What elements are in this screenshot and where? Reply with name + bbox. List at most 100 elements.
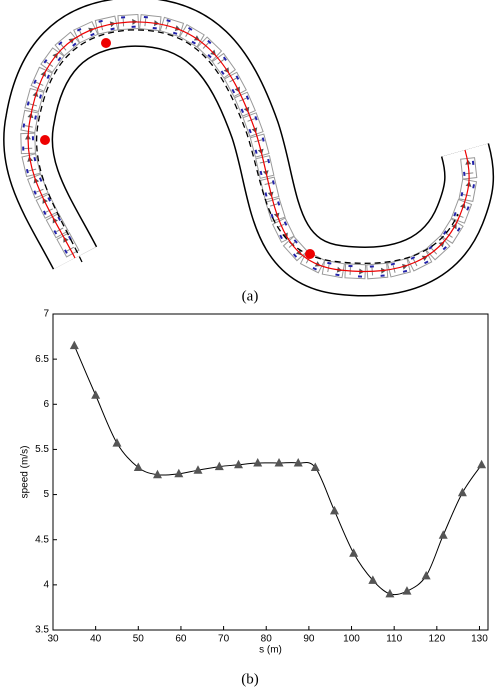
wheel: [25, 168, 29, 174]
wheel: [57, 216, 62, 221]
wheel: [33, 79, 37, 85]
wheel: [152, 26, 157, 30]
wheel: [293, 239, 298, 244]
wheel: [47, 197, 51, 202]
plot-frame: [52, 313, 489, 631]
wheel: [357, 275, 363, 278]
x-tick-label: 50: [133, 634, 145, 645]
x-tick-label: 30: [47, 634, 59, 645]
wheel: [327, 261, 332, 265]
wheel: [369, 265, 374, 268]
data-point: [274, 457, 284, 467]
wheel: [98, 19, 103, 23]
wheel: [261, 137, 265, 142]
heading: [193, 35, 200, 41]
wheel: [191, 40, 196, 45]
wheel: [424, 260, 429, 265]
wheel: [72, 42, 77, 47]
wheel: [472, 184, 475, 189]
data-point: [310, 462, 320, 471]
wheel: [58, 41, 63, 46]
wheel: [90, 32, 95, 37]
wheel: [466, 206, 470, 211]
wheel: [271, 180, 275, 185]
wheel: [259, 170, 263, 176]
road-diagram: [3, 0, 495, 297]
caption: (a): [242, 288, 259, 304]
wheel: [172, 31, 178, 35]
wheel: [240, 108, 245, 114]
wheel: [254, 149, 258, 154]
planned-path: [27, 21, 470, 273]
wheel: [270, 213, 274, 219]
waypoint: [305, 249, 315, 259]
waypoint: [40, 135, 50, 145]
data-point: [253, 457, 263, 467]
data-point: [402, 586, 412, 595]
wheel: [248, 128, 252, 134]
wheel: [460, 192, 464, 197]
wheel: [348, 264, 353, 268]
wheel: [235, 75, 240, 80]
data-point: [293, 457, 303, 467]
y-tick-label: 7: [43, 309, 49, 320]
wheel: [22, 123, 26, 128]
caption: (b): [241, 671, 259, 687]
wheel: [34, 115, 37, 120]
x-tick-label: 80: [261, 634, 273, 645]
wheel: [283, 221, 288, 226]
wheel: [57, 56, 62, 62]
wheel: [131, 25, 136, 28]
data-point: [477, 459, 487, 469]
wheel: [26, 101, 30, 106]
y-axis-label: speed (m/s): [20, 446, 31, 499]
wheel: [38, 94, 42, 99]
wheel: [463, 171, 466, 177]
wheel: [471, 160, 475, 165]
data-point: [91, 390, 101, 399]
y-tick-label: 5: [43, 489, 49, 500]
wheel: [245, 95, 250, 100]
wheel: [110, 27, 115, 31]
wheel: [390, 262, 396, 266]
x-tick-label: 100: [343, 634, 360, 645]
x-tick-label: 90: [303, 634, 315, 645]
data-point: [438, 530, 448, 539]
wheel: [443, 230, 447, 235]
wheel: [442, 246, 447, 251]
wheel: [207, 39, 212, 45]
y-tick-label: 5.5: [35, 444, 49, 455]
wheel: [33, 190, 37, 195]
waypoint: [101, 38, 111, 48]
y-tick-label: 6: [43, 399, 49, 410]
wheel: [188, 27, 193, 31]
wheel: [428, 245, 433, 250]
wheel: [64, 249, 68, 254]
x-axis-label: s (m): [259, 645, 282, 656]
data-point: [112, 438, 122, 447]
data-point: [133, 462, 143, 471]
x-tick-label: 130: [471, 634, 488, 645]
data-point: [421, 570, 431, 580]
wheel: [402, 269, 408, 273]
wheel: [53, 230, 58, 235]
data-point: [385, 588, 395, 598]
x-tick-label: 120: [428, 634, 445, 645]
car-body: [299, 250, 326, 274]
y-tick-label: 3.5: [35, 625, 49, 636]
car-body: [159, 16, 185, 38]
data-point: [368, 575, 378, 584]
wheel: [380, 274, 385, 277]
data-point: [69, 340, 79, 350]
y-tick-label: 6.5: [35, 354, 49, 365]
wheel: [42, 210, 47, 216]
wheel: [456, 227, 461, 232]
y-tick-label: 4.5: [35, 534, 49, 545]
wheel: [335, 273, 340, 277]
wheel: [143, 15, 148, 19]
reference-path: [36, 29, 459, 264]
wheel: [254, 116, 258, 121]
wheel: [76, 28, 82, 32]
wheel: [277, 201, 281, 206]
